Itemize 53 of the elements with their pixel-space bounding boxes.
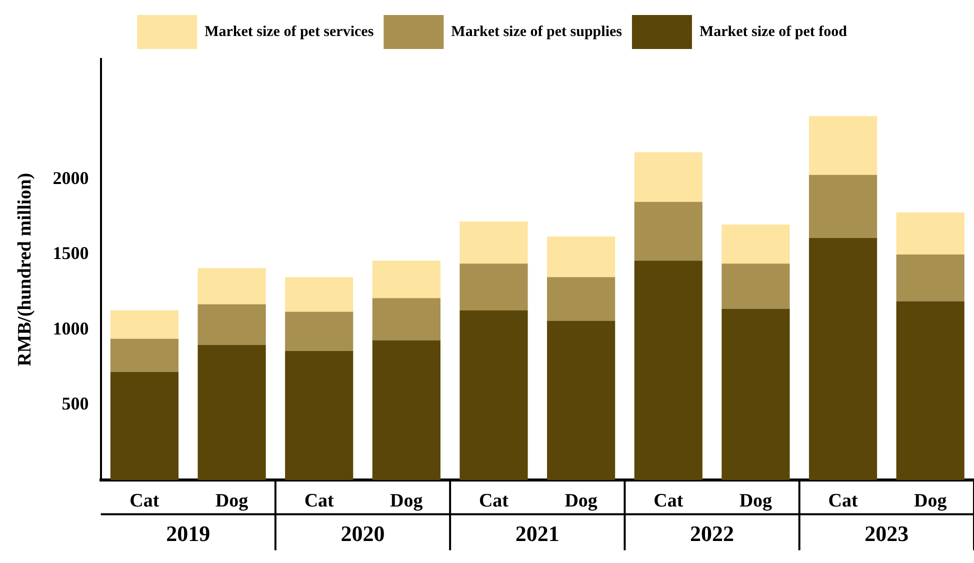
bar: [547, 320, 616, 480]
bar: [634, 152, 702, 202]
bar: [722, 308, 790, 480]
bar: [198, 268, 266, 304]
bar: [896, 301, 964, 480]
legend-label: Market size of pet supplies: [451, 24, 622, 40]
bar: [808, 174, 878, 238]
x-tick-label: Dog: [739, 490, 773, 512]
bar: [896, 212, 964, 255]
bar: [110, 338, 179, 372]
bar: [808, 238, 878, 480]
x-tick-label: Dog: [914, 490, 948, 512]
text: 2022: [690, 520, 734, 546]
x-tick-label: Cat: [654, 490, 684, 512]
y-tick-label: 2000: [52, 168, 89, 188]
bar: [372, 260, 440, 298]
bar: [285, 350, 354, 480]
text: 2023: [864, 520, 909, 546]
bar: [808, 116, 878, 175]
x-tick-label: Cat: [130, 490, 160, 512]
legend-label: Market size of pet services: [204, 24, 374, 40]
bar: [198, 344, 266, 480]
bar: [198, 304, 266, 345]
bar: [372, 298, 440, 340]
y-tick-label: 500: [62, 394, 89, 414]
bar: [372, 340, 440, 480]
x-tick-label: Dog: [390, 490, 424, 512]
x-tick-label: Cat: [828, 490, 858, 512]
x-tick-label: Cat: [304, 490, 335, 512]
bar: [722, 224, 790, 264]
text: 2020: [340, 520, 385, 546]
y-tick-label: 1500: [52, 243, 89, 264]
x-tick-label: Dog: [215, 490, 249, 512]
bar: [634, 202, 702, 261]
y-axis-title: RMB/(hundred million): [14, 172, 36, 366]
bar: [460, 221, 528, 264]
bar: [285, 277, 354, 312]
bar: [460, 310, 528, 480]
x-tick-label: Dog: [564, 490, 598, 512]
bar: [110, 372, 179, 480]
bar: [896, 254, 964, 302]
bar: [547, 277, 616, 321]
bar: [634, 260, 702, 480]
x-tick-label: Cat: [478, 490, 510, 512]
text: 2021: [515, 520, 560, 546]
bar: [110, 310, 179, 339]
legend-label: Market size of pet food: [699, 24, 848, 40]
y-tick-label: 1000: [52, 318, 89, 338]
bar: [722, 264, 790, 309]
bar: [285, 312, 354, 351]
bar: [547, 236, 616, 278]
text: 2019: [166, 520, 210, 546]
bar: [460, 264, 528, 310]
